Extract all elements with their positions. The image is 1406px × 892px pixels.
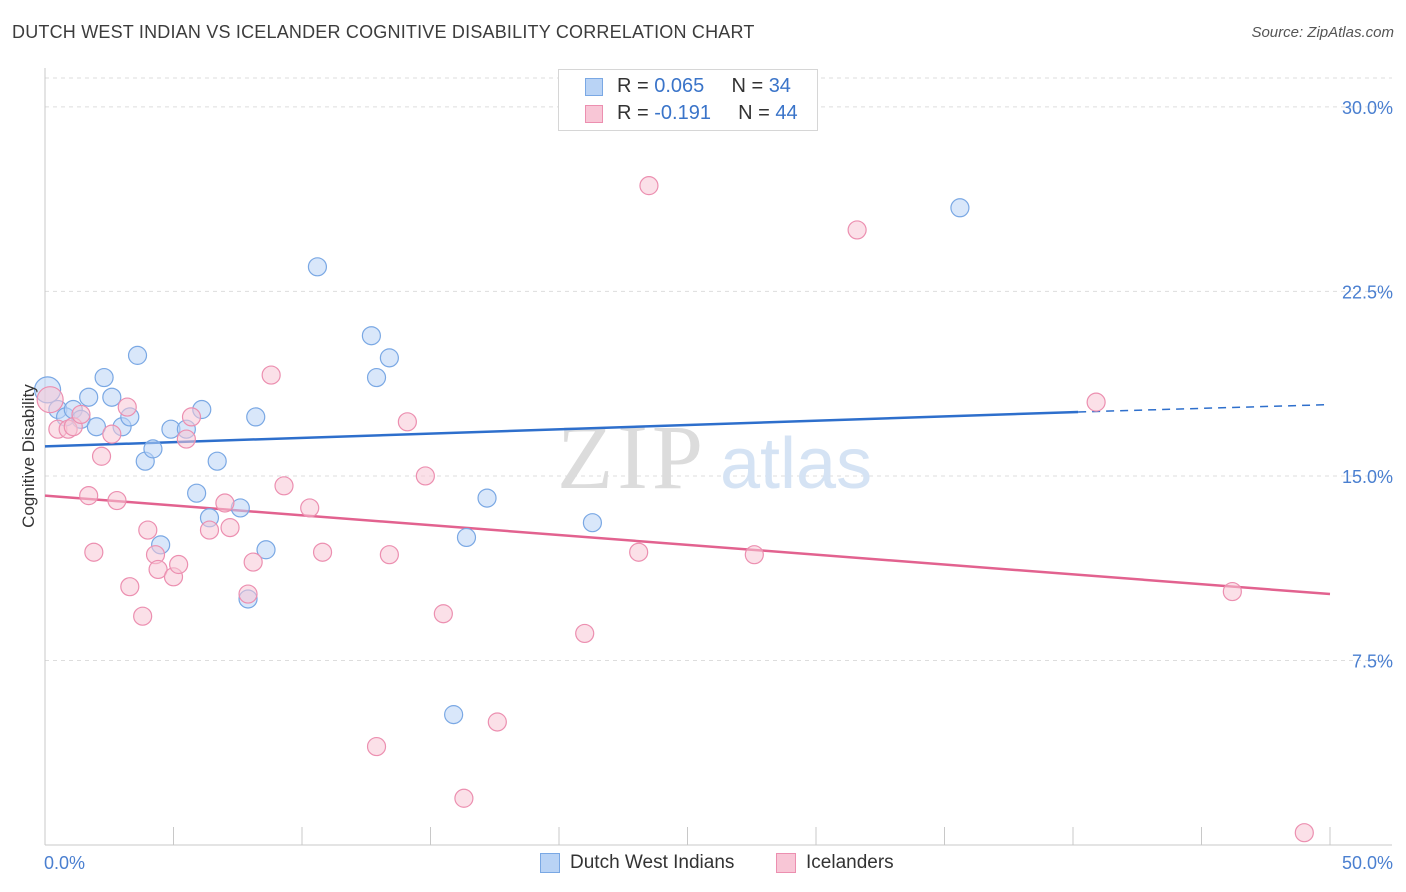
data-point xyxy=(379,545,399,565)
n-label: N = xyxy=(738,102,776,124)
data-point xyxy=(94,367,114,388)
data-point xyxy=(477,488,497,508)
r-value: -0.191 xyxy=(654,102,711,124)
data-point xyxy=(639,176,659,196)
series-points-icelanders xyxy=(36,176,1314,843)
data-point xyxy=(300,498,320,518)
watermark-zip: ZIP xyxy=(557,406,707,508)
data-point xyxy=(1086,392,1106,412)
data-point xyxy=(366,736,387,757)
data-point xyxy=(138,520,158,540)
r-label: R = xyxy=(617,75,655,97)
trend-line xyxy=(44,410,1079,448)
data-point xyxy=(582,513,603,533)
data-point xyxy=(246,407,266,427)
trend-line xyxy=(44,494,1331,596)
data-point xyxy=(102,424,122,444)
data-point xyxy=(215,493,235,513)
r-label: R = xyxy=(617,102,655,124)
watermark-atlas: atlas xyxy=(720,424,872,504)
data-point xyxy=(207,451,227,471)
data-point xyxy=(117,397,137,417)
data-point xyxy=(120,577,140,597)
y-tick-label: 30.0% xyxy=(1342,98,1393,118)
data-points xyxy=(33,176,1314,843)
tick-labels: 7.5% 15.0% 22.5% 30.0% 0.0% 50.0% xyxy=(44,98,1393,873)
data-point xyxy=(71,404,91,425)
data-point xyxy=(1294,823,1314,843)
data-point xyxy=(169,554,189,575)
x-tick-label-min: 0.0% xyxy=(44,853,85,873)
r-value: 0.065 xyxy=(654,75,705,97)
n-label: N = xyxy=(731,75,769,97)
data-point xyxy=(36,386,64,414)
data-point xyxy=(91,446,112,466)
y-tick-label: 22.5% xyxy=(1342,282,1393,302)
n-value: 34 xyxy=(768,75,791,97)
data-point xyxy=(744,545,764,565)
data-point xyxy=(238,584,258,604)
n-value: 44 xyxy=(775,102,798,124)
data-point xyxy=(133,606,153,626)
data-point xyxy=(379,348,399,368)
data-point xyxy=(243,552,263,572)
data-point xyxy=(1222,581,1242,602)
series-swatch-blue xyxy=(540,853,560,873)
data-point xyxy=(79,387,99,407)
series-name: Icelanders xyxy=(806,852,894,873)
trend-line-extension xyxy=(1078,403,1331,413)
data-point xyxy=(487,712,507,732)
legend-stats: R = -0.191 N = 44 xyxy=(617,102,798,125)
chart-title: DUTCH WEST INDIAN VS ICELANDER COGNITIVE… xyxy=(12,22,755,42)
data-point xyxy=(187,483,207,503)
y-tick-label: 7.5% xyxy=(1352,651,1393,671)
data-point xyxy=(261,365,281,385)
data-point xyxy=(127,345,148,365)
data-point xyxy=(256,540,276,560)
data-point xyxy=(220,518,240,538)
data-point xyxy=(456,527,477,548)
series-name: Dutch West Indians xyxy=(570,852,735,873)
data-point xyxy=(84,542,104,562)
watermark: ZIP atlas xyxy=(557,406,872,508)
legend-swatch-pink xyxy=(585,105,603,123)
axes xyxy=(44,68,1392,846)
trend-lines xyxy=(44,403,1331,596)
data-point xyxy=(176,429,196,449)
series-swatch-pink xyxy=(776,853,796,873)
grid-lines xyxy=(45,77,1392,661)
data-point xyxy=(444,705,464,725)
data-point xyxy=(397,412,417,432)
data-point xyxy=(312,542,333,562)
source-label: Source: ZipAtlas.com xyxy=(1251,24,1394,41)
y-tick-label: 15.0% xyxy=(1342,467,1393,487)
data-point xyxy=(274,476,294,496)
stats-legend: R = 0.065 N = 34 R = -0.191 N = 44 xyxy=(558,69,818,131)
data-point xyxy=(199,520,220,540)
data-point xyxy=(575,623,595,644)
data-point xyxy=(79,486,99,506)
data-point xyxy=(86,417,107,437)
legend-stats: R = 0.065 N = 34 xyxy=(617,75,791,98)
data-point xyxy=(361,326,381,346)
data-point xyxy=(847,220,867,240)
data-point xyxy=(433,604,453,624)
data-point xyxy=(148,559,168,580)
data-point xyxy=(415,466,435,486)
data-point xyxy=(454,788,474,808)
x-tick-label-max: 50.0% xyxy=(1342,853,1393,873)
data-point xyxy=(107,490,127,511)
data-point xyxy=(950,198,970,218)
legend-swatch-blue xyxy=(585,78,603,96)
data-point xyxy=(629,542,649,562)
data-point xyxy=(366,367,387,388)
data-point xyxy=(307,257,328,277)
data-point xyxy=(181,407,202,427)
data-point xyxy=(143,439,163,459)
y-axis-label: Cognitive Disability xyxy=(19,384,38,528)
data-point xyxy=(102,387,122,407)
